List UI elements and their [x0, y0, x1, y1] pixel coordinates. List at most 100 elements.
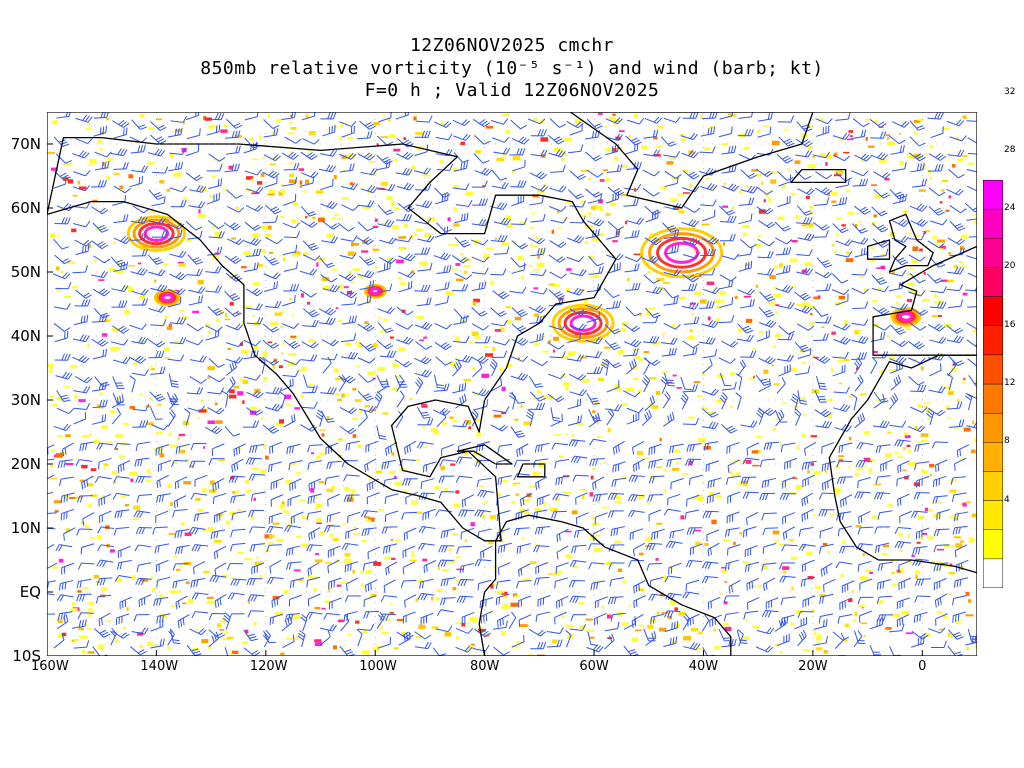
vorticity-patch: [152, 644, 159, 647]
vorticity-patch: [225, 520, 231, 525]
vorticity-patch: [388, 134, 395, 138]
vorticity-patch: [348, 270, 353, 274]
vorticity-patch: [638, 588, 645, 592]
vorticity-patch: [590, 475, 594, 480]
vorticity-patch: [106, 118, 110, 121]
vorticity-patch: [344, 552, 351, 557]
vorticity-patch: [540, 249, 545, 255]
colorbar: [983, 180, 1003, 588]
vorticity-patch: [294, 636, 299, 641]
vorticity-patch: [940, 279, 948, 282]
vorticity-patch: [678, 611, 686, 616]
vorticity-patch: [702, 481, 705, 484]
vorticity-patch: [213, 539, 222, 543]
vorticity-patch: [817, 633, 821, 637]
vorticity-patch: [434, 431, 440, 435]
colorbar-label: 16: [1004, 320, 1015, 330]
vorticity-patch: [809, 305, 815, 308]
vorticity-patch: [737, 483, 744, 486]
vorticity-patch: [723, 183, 726, 185]
vorticity-patch: [386, 196, 393, 201]
vorticity-patch: [79, 479, 85, 482]
vorticity-patch: [597, 500, 601, 504]
vorticity-patch: [326, 488, 334, 493]
vorticity-patch: [510, 602, 519, 607]
vorticity-patch: [212, 255, 216, 259]
vorticity-patch: [553, 434, 561, 436]
vorticity-patch: [635, 355, 640, 360]
vorticity-patch: [678, 296, 686, 300]
vorticity-patch: [519, 221, 527, 226]
vorticity-patch: [235, 206, 241, 210]
vorticity-patch: [634, 629, 642, 632]
colorbar-label: 4: [1004, 495, 1010, 505]
vorticity-patch: [77, 180, 81, 185]
vorticity-patch: [601, 506, 610, 509]
vorticity-patch: [315, 553, 319, 556]
vorticity-patch: [748, 377, 754, 380]
vorticity-patch: [957, 158, 964, 163]
vorticity-patch: [422, 446, 428, 449]
vorticity-patch: [528, 264, 533, 267]
vorticity-patch: [224, 318, 231, 321]
vorticity-patch: [355, 620, 360, 624]
vorticity-patch: [606, 177, 610, 183]
vorticity-patch: [807, 469, 810, 474]
vorticity-patch: [697, 394, 702, 398]
vorticity-patch: [352, 268, 360, 272]
vorticity-patch: [150, 366, 153, 370]
vorticity-patch: [51, 121, 55, 124]
vorticity-patch: [444, 487, 448, 492]
vorticity-patch: [267, 193, 275, 196]
vorticity-patch: [212, 225, 215, 229]
vorticity-patch: [447, 217, 451, 222]
vorticity-patch: [374, 218, 378, 222]
vorticity-patch: [764, 559, 767, 561]
vorticity-patch: [139, 393, 143, 396]
vorticity-patch: [946, 417, 952, 419]
wind-barb: [47, 593, 55, 595]
vorticity-patch: [703, 147, 711, 151]
vorticity-patch: [510, 646, 519, 649]
vorticity-patch: [231, 650, 239, 655]
vorticity-patch: [316, 522, 322, 524]
vorticity-patch: [250, 514, 254, 520]
vorticity-patch: [490, 584, 494, 589]
vorticity-patch: [49, 477, 57, 480]
vorticity-patch: [860, 393, 866, 396]
vorticity-patch: [320, 216, 324, 219]
vorticity-patch: [729, 405, 733, 409]
vorticity-patch: [761, 564, 768, 570]
vorticity-patch: [79, 496, 82, 499]
vorticity-patch: [880, 265, 886, 270]
vorticity-patch: [380, 136, 388, 138]
vorticity-patch: [150, 367, 155, 371]
vorticity-patch: [502, 220, 506, 224]
vorticity-patch: [460, 141, 465, 146]
wind-barb: [55, 281, 72, 290]
vorticity-patch: [949, 563, 953, 566]
vorticity-patch: [656, 466, 663, 469]
cyclone-swirl: [563, 310, 603, 336]
vorticity-patch: [350, 242, 354, 247]
vorticity-patch: [689, 581, 695, 583]
vorticity-patch: [741, 637, 750, 641]
vorticity-patch: [862, 553, 866, 557]
vorticity-patch: [916, 541, 921, 544]
vorticity-patch: [380, 181, 388, 186]
vorticity-patch: [716, 317, 720, 322]
vorticity-patch: [316, 455, 321, 460]
vorticity-patch: [453, 503, 461, 508]
vorticity-patch: [240, 349, 249, 354]
vorticity-patch: [359, 571, 365, 574]
vorticity-patch: [689, 302, 696, 305]
vorticity-patch: [901, 610, 909, 615]
vorticity-patch: [208, 124, 215, 129]
vorticity-patch: [515, 493, 520, 496]
vorticity-patch: [479, 485, 485, 487]
vorticity-patch: [781, 184, 786, 189]
vorticity-patch: [435, 597, 441, 601]
vorticity-patch: [614, 500, 622, 504]
vorticity-patch: [63, 295, 72, 298]
vorticity-patch: [721, 566, 727, 569]
